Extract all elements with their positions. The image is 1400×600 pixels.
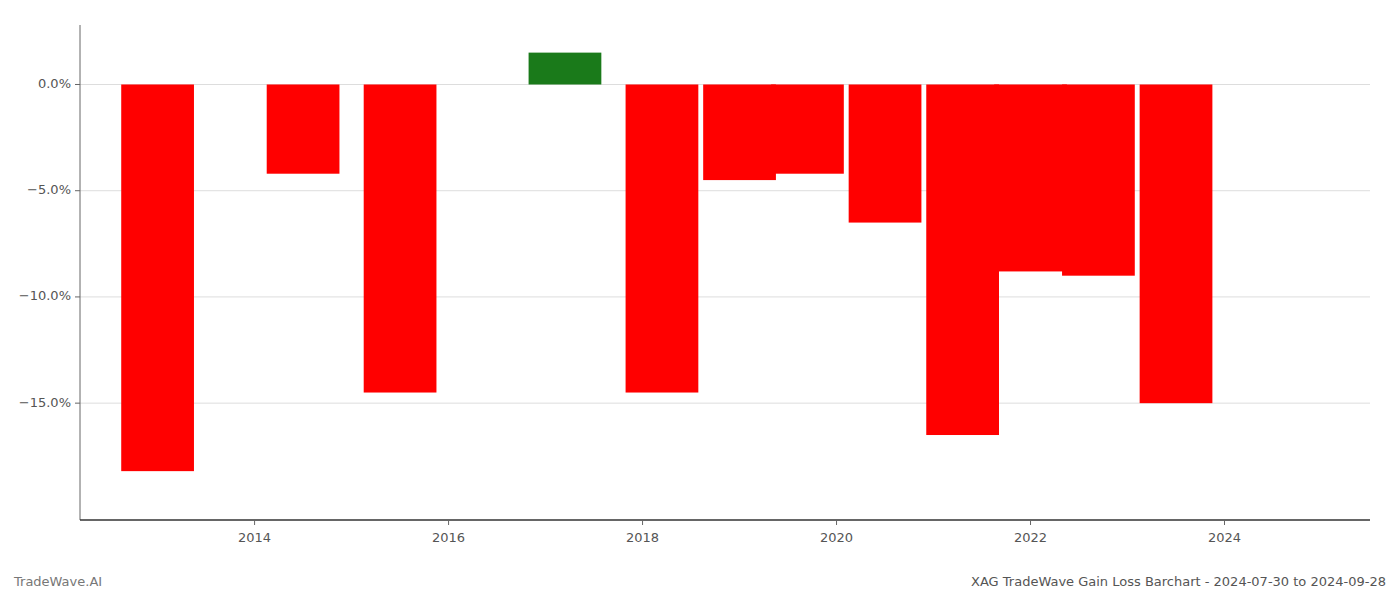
x-tick-label: 2024 <box>1208 530 1241 545</box>
x-axis-line <box>80 519 1370 521</box>
x-tick <box>1224 520 1225 525</box>
bar <box>267 84 340 173</box>
x-axis: 2014 2016 2018 2020 2022 2024 <box>80 520 1370 545</box>
y-tick <box>75 190 80 191</box>
title: XAG TradeWave Gain Loss Barchart - 2024-… <box>971 574 1386 589</box>
bar <box>771 84 844 173</box>
bar <box>1140 84 1213 403</box>
y-axis: 0.0% −5.0% −10.0% −15.0% <box>19 25 80 520</box>
y-tick <box>75 296 80 297</box>
chart: 0.0% −5.0% −10.0% −15.0% 2014 2016 2018 2020 202… <box>0 0 1400 600</box>
x-tick-label: 2018 <box>626 530 659 545</box>
bars <box>121 53 1212 472</box>
bar <box>1062 84 1135 275</box>
grid <box>80 84 1370 403</box>
x-tick <box>254 520 255 525</box>
x-tick-label: 2020 <box>820 530 853 545</box>
bar <box>926 84 999 435</box>
bar <box>849 84 922 222</box>
y-tick <box>75 84 80 85</box>
x-tick <box>642 520 643 525</box>
background <box>0 0 1400 600</box>
bar <box>703 84 776 180</box>
y-tick-label: 0.0% <box>38 76 71 91</box>
y-tick-label: −5.0% <box>27 182 71 197</box>
bar <box>994 84 1067 271</box>
x-tick <box>448 520 449 525</box>
y-tick <box>75 403 80 404</box>
x-tick-label: 2022 <box>1014 530 1047 545</box>
bar <box>626 84 699 392</box>
bar <box>121 84 194 471</box>
x-tick-label: 2014 <box>238 530 271 545</box>
y-tick-label: −10.0% <box>19 288 71 303</box>
y-tick-label: −15.0% <box>19 395 71 410</box>
watermark: TradeWave.AI <box>13 574 102 589</box>
x-tick <box>836 520 837 525</box>
x-tick-label: 2016 <box>432 530 465 545</box>
bar <box>364 84 437 392</box>
x-tick <box>1030 520 1031 525</box>
y-axis-line <box>80 25 81 520</box>
bar <box>529 53 602 85</box>
